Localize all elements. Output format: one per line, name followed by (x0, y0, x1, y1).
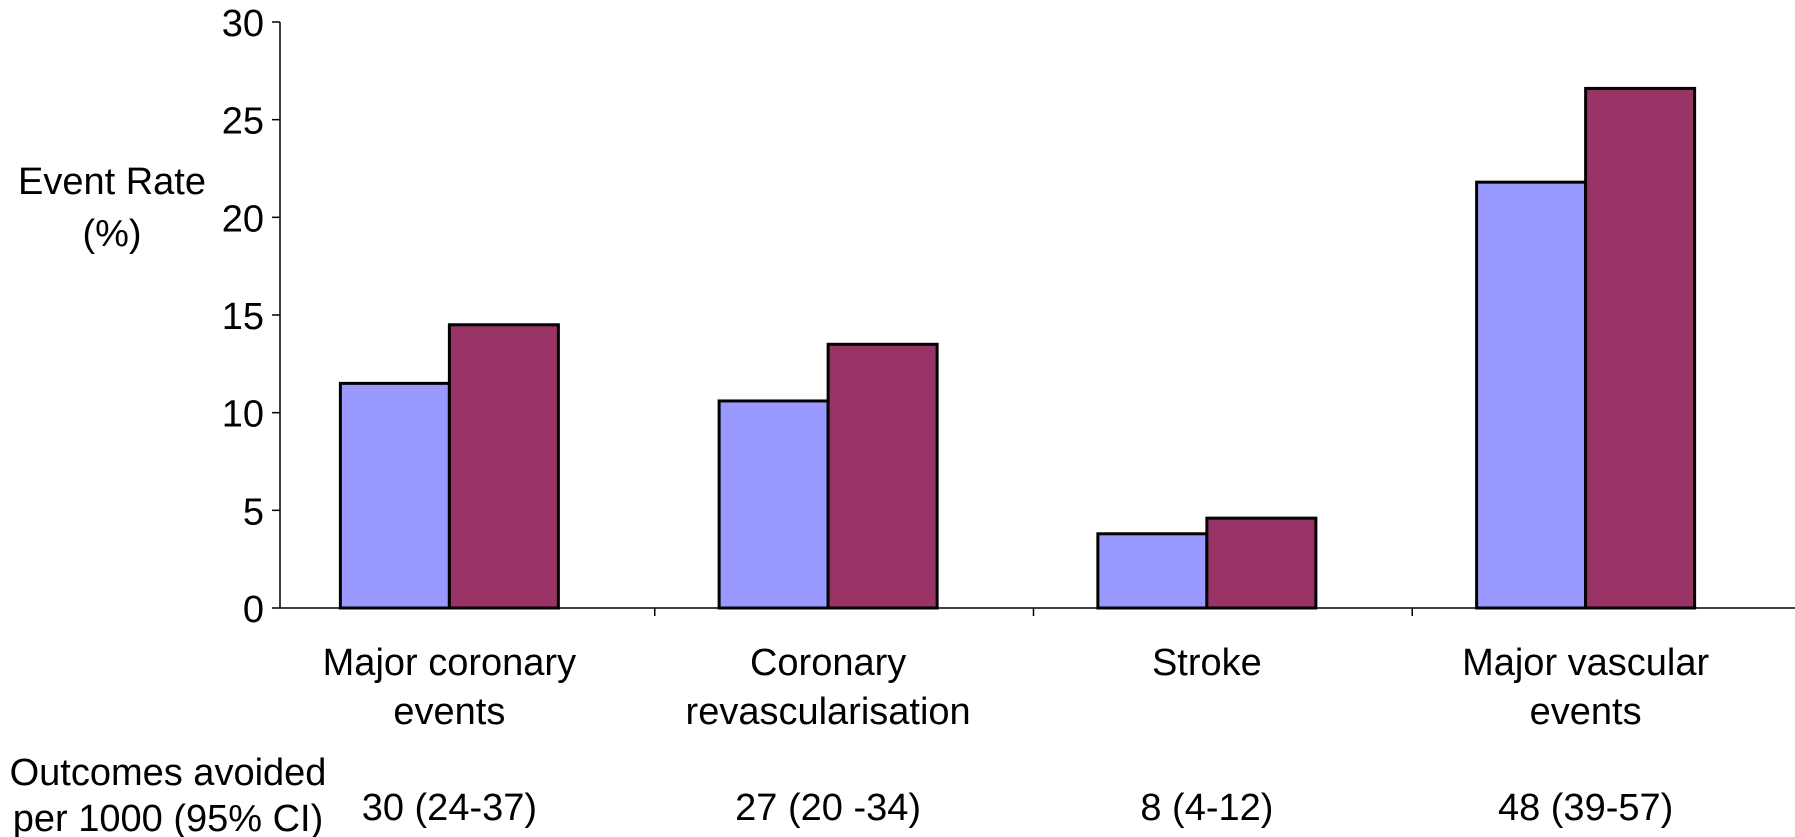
outcome-value: 8 (4-12) (1140, 787, 1273, 829)
y-axis-label-line: (%) (82, 213, 141, 255)
y-tick-label: 10 (222, 394, 264, 436)
category-labels-group: Major coronary events Coronary revascularis… (323, 642, 1710, 733)
x-ticks-group (654, 608, 1413, 616)
bar (826, 342, 939, 610)
bar (1096, 532, 1209, 610)
bar (1205, 516, 1318, 610)
y-tick-label: 15 (222, 296, 264, 338)
category-label: Major vascular (1462, 642, 1709, 684)
y-tick-label: 0 (243, 589, 264, 631)
category-label: events (1530, 691, 1642, 733)
y-tick-label: 30 (222, 3, 264, 45)
bar (338, 381, 451, 610)
y-tick-label: 5 (243, 491, 264, 533)
outcome-value: 30 (24-37) (362, 787, 537, 829)
bar (717, 399, 830, 610)
outcomes-header-line: Outcomes avoided (10, 752, 327, 794)
category-label: Coronary (750, 642, 906, 684)
bars-group (338, 86, 1697, 610)
outcome-value: 48 (39-57) (1498, 787, 1673, 829)
y-tick-label: 20 (222, 198, 264, 240)
y-axis-label-line: Event Rate (18, 161, 206, 203)
outcomes-header-line: per 1000 (95% CI) (13, 798, 324, 837)
y-ticks-group: 0 5 10 15 20 25 30 (222, 3, 280, 631)
bar (1584, 86, 1697, 610)
y-axis-label: Event Rate (%) (18, 161, 206, 255)
bar (447, 323, 560, 610)
category-label: Stroke (1152, 642, 1262, 684)
category-label: events (393, 691, 505, 733)
y-tick-label: 25 (222, 101, 264, 143)
outcome-value: 27 (20 -34) (735, 787, 921, 829)
category-label: revascularisation (686, 691, 971, 733)
bar (1475, 180, 1588, 610)
category-label: Major coronary (323, 642, 576, 684)
outcomes-row: 30 (24-37) 27 (20 -34) 8 (4-12) 48 (39-57) O… (10, 752, 1674, 837)
